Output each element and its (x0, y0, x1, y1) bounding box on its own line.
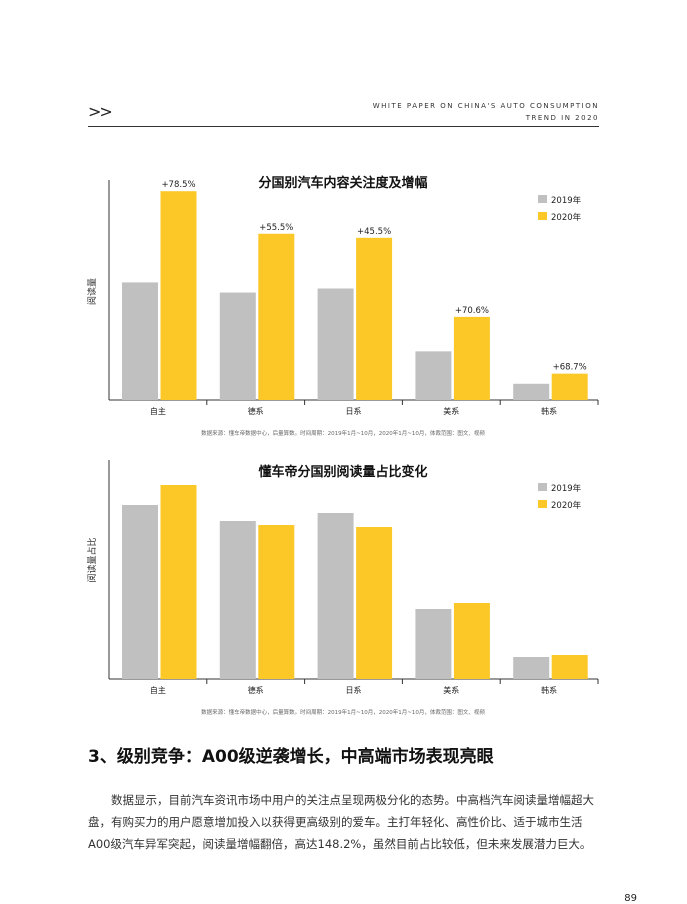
chart-attention-growth: 阅读量 分国别汽车内容关注度及增幅 2019年 2020年 +78.5% 自主 +55.5%… (86, 175, 599, 437)
bar (513, 383, 550, 400)
x-tick-label: 德系 (248, 685, 264, 695)
bar (219, 292, 256, 400)
growth-label: +45.5% (357, 227, 391, 237)
header-divider (88, 126, 599, 127)
bar (122, 505, 158, 679)
bar (258, 233, 295, 400)
bar (453, 603, 490, 679)
bar (551, 655, 588, 679)
chart-source: 数据来源：懂车帝数据中心，后量算数。时间周期：2019年1月~10月，2020年… (201, 429, 485, 437)
page-number: 89 (624, 893, 637, 904)
bar (317, 288, 354, 400)
legend-swatch (538, 483, 547, 491)
section-title: 3、级别竞争：A00级逆袭增长，中高端市场表现亮眼 (88, 747, 494, 767)
x-tick-label: 自主 (150, 685, 166, 695)
growth-label: +70.6% (455, 306, 489, 316)
bar (160, 485, 197, 679)
bar (356, 237, 393, 400)
section-body: 数据显示，目前汽车资讯市场中用户的关注点呈现两极分化的态势。中高档汽车阅读量增幅… (88, 793, 594, 851)
bar (317, 513, 354, 679)
header-title-line1: WHITE PAPER ON CHINA'S AUTO CONSUMPTION (372, 102, 599, 110)
bar (453, 316, 490, 400)
legend-label: 2019年 (551, 483, 582, 494)
bar (160, 191, 197, 400)
x-tick-label: 日系 (346, 685, 362, 695)
growth-label: +68.7% (553, 363, 587, 373)
bar (219, 521, 256, 679)
bar (258, 525, 295, 679)
x-tick-label: 德系 (248, 406, 264, 416)
y-axis-label: 阅读量占比 (86, 537, 98, 582)
x-tick-label: 美系 (443, 406, 459, 416)
legend-label: 2020年 (551, 212, 582, 223)
legend-swatch (538, 212, 547, 220)
legend-label: 2020年 (551, 500, 582, 511)
growth-label: +78.5% (161, 180, 195, 190)
x-tick-label: 韩系 (541, 406, 557, 416)
chevron-icon: >> (88, 102, 113, 121)
legend-label: 2019年 (551, 195, 582, 206)
x-tick-label: 美系 (443, 685, 459, 695)
x-tick-label: 韩系 (541, 685, 557, 695)
bar (551, 373, 588, 400)
growth-label: +55.5% (259, 223, 293, 233)
y-axis-label: 阅读量 (86, 278, 98, 305)
chart-source: 数据来源：懂车帝数据中心，后量算数。时间周期：2019年1月~10月，2020年… (201, 708, 485, 716)
legend-swatch (538, 500, 547, 508)
bar (122, 282, 158, 400)
bar (356, 527, 393, 679)
x-tick-label: 日系 (346, 406, 362, 416)
header-title-line2: TREND IN 2020 (525, 114, 599, 122)
bar (513, 657, 550, 679)
chart-title: 分国别汽车内容关注度及增幅 (258, 175, 427, 191)
bar (415, 351, 452, 400)
chart-title: 懂车帝分国别阅读量占比变化 (258, 464, 427, 480)
bar (415, 609, 452, 679)
x-tick-label: 自主 (150, 406, 166, 416)
legend-swatch (538, 195, 547, 203)
